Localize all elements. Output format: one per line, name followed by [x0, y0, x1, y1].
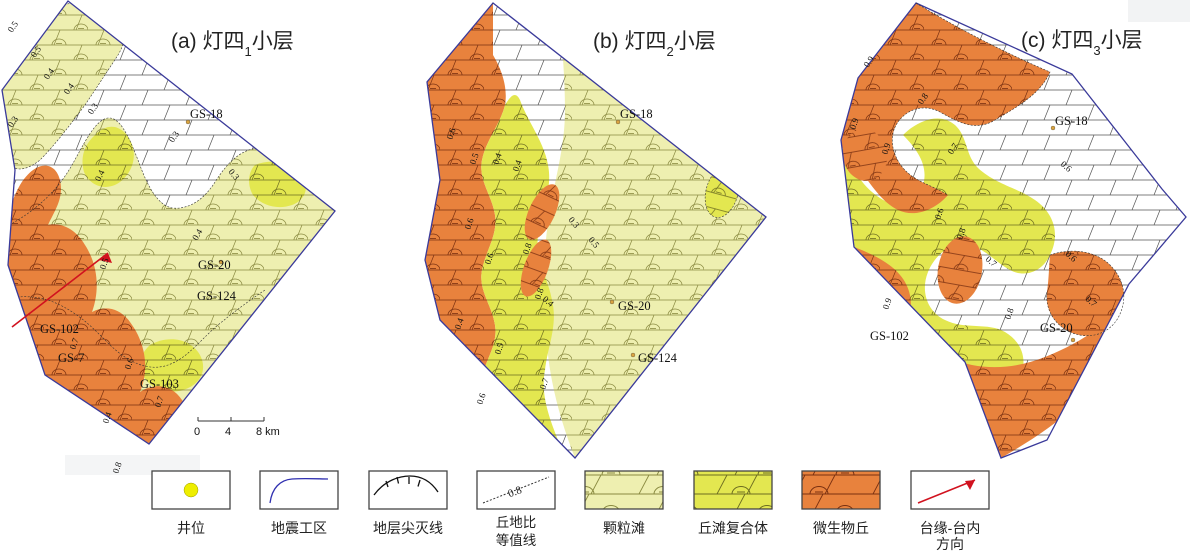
svg-text:丘地比: 丘地比 [496, 515, 537, 530]
svg-text:GS-124: GS-124 [197, 289, 237, 303]
svg-text:GS-18: GS-18 [620, 107, 653, 121]
svg-text:GS-18: GS-18 [190, 107, 223, 121]
svg-text:颗粒滩: 颗粒滩 [603, 520, 645, 536]
svg-text:井位: 井位 [177, 520, 205, 536]
svg-text:GS-124: GS-124 [638, 351, 678, 365]
svg-text:丘滩复合体: 丘滩复合体 [698, 520, 768, 536]
svg-text:8 km: 8 km [256, 426, 280, 438]
svg-text:GS-102: GS-102 [40, 322, 79, 336]
svg-text:GS-7: GS-7 [58, 351, 84, 365]
svg-text:GS-20: GS-20 [198, 258, 231, 272]
svg-text:GS-18: GS-18 [1055, 114, 1088, 128]
svg-text:方向: 方向 [936, 536, 964, 552]
svg-text:GS-20: GS-20 [618, 299, 651, 313]
svg-text:4: 4 [225, 426, 231, 438]
svg-text:台缘-台内: 台缘-台内 [920, 520, 981, 536]
svg-text:微生物丘: 微生物丘 [813, 520, 869, 536]
svg-text:等值线: 等值线 [496, 532, 537, 548]
svg-text:GS-103: GS-103 [140, 377, 179, 391]
svg-text:地层尖灭线: 地层尖灭线 [373, 520, 443, 536]
svg-text:地震工区: 地震工区 [271, 520, 327, 536]
svg-text:GS-20: GS-20 [1040, 321, 1073, 335]
svg-text:0: 0 [194, 426, 200, 438]
svg-text:GS-102: GS-102 [870, 329, 909, 343]
